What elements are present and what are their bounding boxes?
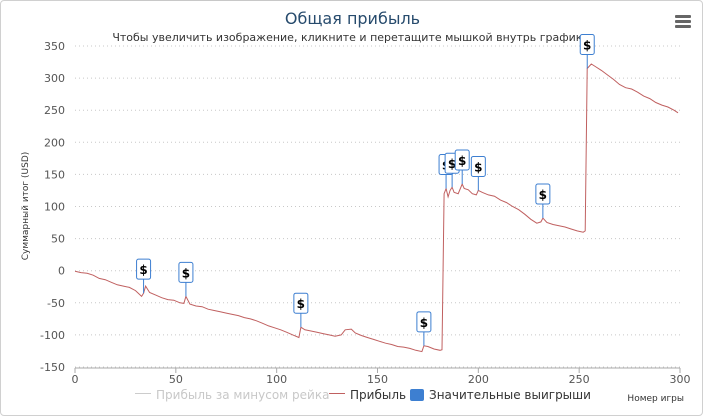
legend-label: Значительные выигрыши [429,388,591,402]
x-tick-label: 200 [468,373,489,386]
legend-label: Прибыль за минусом рейка [156,388,330,402]
y-tick-label: 0 [58,265,65,278]
y-tick-label: -100 [40,329,65,342]
legend-square-icon [410,388,424,401]
y-tick-label: -150 [40,361,65,374]
marker-label: $ [583,38,591,52]
big-win-marker[interactable]: $ [178,261,194,297]
y-axis: -150 -100 -50 0 50 100 150 200 250 300 350 [40,40,65,374]
legend-item-big-wins[interactable]: Значительные выигрыши [410,388,591,402]
x-axis: 0 50 100 150 200 250 300 [72,367,691,386]
top-divider [110,0,590,1]
big-win-marker[interactable]: $ [293,292,309,328]
y-tick-label: 250 [44,104,65,117]
legend-item-net-profit[interactable]: Прибыль за минусом рейка [135,388,329,402]
marker-label: $ [458,154,466,168]
marker-label: $ [182,266,190,280]
marker-label: $ [448,157,456,171]
big-win-marker[interactable]: $ [579,33,595,69]
hamburger-menu-icon[interactable] [672,12,694,32]
marker-label: $ [139,263,147,277]
big-win-marker[interactable]: $ [535,183,551,219]
x-tick-label: 50 [169,373,183,386]
big-win-marker[interactable]: $ [416,311,432,346]
series-layer [74,63,679,353]
big-win-marker[interactable]: $ [470,155,486,191]
gridlines [75,45,680,368]
legend-item-profit[interactable]: Прибыль [329,388,406,402]
marker-label: $ [297,297,305,311]
chart-title: Общая прибыль [284,9,421,28]
y-tick-label: 200 [44,136,65,149]
marker-label: $ [420,316,428,330]
big-win-marker[interactable]: $ [454,149,470,185]
x-tick-label: 250 [569,373,590,386]
y-tick-label: 50 [51,233,65,246]
y-tick-label: 100 [44,201,65,214]
big-win-marker[interactable]: $ [136,258,152,294]
y-tick-label: 300 [44,72,65,85]
legend: Прибыль за минусом рейка Прибыль Значите… [0,386,705,406]
y-tick-label: 150 [44,168,65,181]
x-tick-label: 300 [670,373,691,386]
legend-label: Прибыль [350,388,407,402]
chart-subtitle: Чтобы увеличить изображение, кликните и … [112,31,593,44]
x-tick-label: 100 [266,373,287,386]
y-tick-label: 350 [44,40,65,53]
series-line-profit[interactable] [74,63,679,353]
legend-line-icon [135,393,151,394]
y-axis-title: Суммарный итог (USD) [21,152,31,261]
x-tick-label: 150 [367,373,388,386]
x-axis-title: Номер игры [627,394,684,404]
marker-label: $ [474,160,482,174]
legend-line-icon [329,393,345,394]
markers-layer: $$$$$$$$$$ [136,33,595,346]
marker-label: $ [539,188,547,202]
y-tick-label: -50 [47,297,65,310]
x-tick-label: 0 [72,373,79,386]
